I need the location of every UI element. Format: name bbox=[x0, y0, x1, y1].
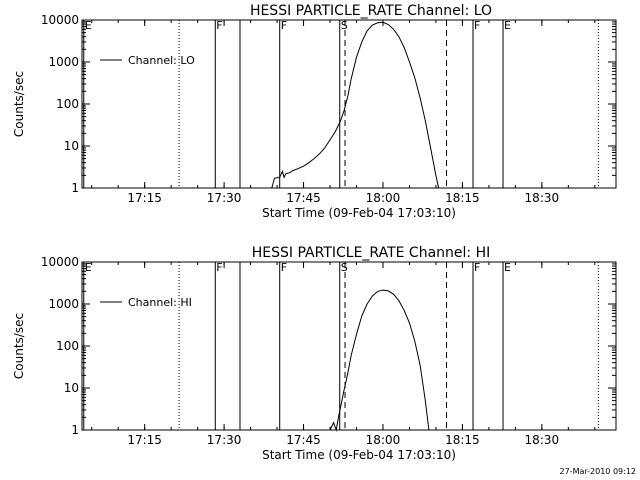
x-tick-label: 18:00 bbox=[366, 433, 401, 447]
event-marker-label: S bbox=[341, 261, 348, 274]
event-marker-label: F bbox=[216, 19, 222, 32]
x-tick-label: 18:00 bbox=[366, 191, 401, 205]
x-axis-label: Start Time (09-Feb-04 17:03:10) bbox=[262, 206, 456, 220]
plot-frame bbox=[81, 19, 617, 189]
x-tick-label: 17:45 bbox=[286, 191, 321, 205]
x-tick-label: 17:30 bbox=[207, 191, 242, 205]
chart-title: HESSI PARTICLE_RATE Channel: HI bbox=[252, 245, 490, 261]
y-tick-label: 1000 bbox=[48, 297, 79, 311]
y-tick-label: 10000 bbox=[41, 13, 79, 27]
x-tick-label: 17:15 bbox=[127, 433, 162, 447]
legend-label: Channel: LO bbox=[128, 54, 195, 67]
x-tick-label: 18:15 bbox=[445, 191, 480, 205]
chart-panel-2: HESSI PARTICLE_RATE Channel: HI E F F S F E 17:… bbox=[12, 245, 617, 462]
event-marker-label: E bbox=[85, 261, 92, 274]
figure-timestamp: 27-Mar-2010 09:12 bbox=[560, 467, 637, 476]
y-axis-label: Counts/sec bbox=[12, 71, 26, 137]
y-tick-label: 10000 bbox=[41, 255, 79, 269]
y-tick-label: 1000 bbox=[48, 55, 79, 69]
x-tick-label: 18:15 bbox=[445, 433, 480, 447]
event-marker-label: F bbox=[474, 19, 480, 32]
y-tick-label: 10 bbox=[64, 381, 79, 395]
event-marker-label: E bbox=[85, 19, 92, 32]
x-tick-label: 17:15 bbox=[127, 191, 162, 205]
y-tick-label: 1 bbox=[71, 423, 79, 437]
event-marker-label: F bbox=[281, 261, 287, 274]
plot-frame bbox=[81, 261, 617, 431]
event-marker-label: F bbox=[474, 261, 480, 274]
event-marker-label: F bbox=[281, 19, 287, 32]
event-marker-label: E bbox=[504, 19, 511, 32]
series-line bbox=[329, 289, 430, 432]
x-tick-label: 18:30 bbox=[525, 191, 560, 205]
y-axis-label: Counts/sec bbox=[12, 313, 26, 379]
chart-panel-1: HESSI PARTICLE_RATE Channel: LO E F F S F E 17:… bbox=[12, 3, 617, 220]
event-marker-label: E bbox=[504, 261, 511, 274]
chart-title: HESSI PARTICLE_RATE Channel: LO bbox=[250, 3, 492, 19]
event-marker-label: S bbox=[341, 19, 348, 32]
x-tick-label: 18:30 bbox=[525, 433, 560, 447]
y-tick-label: 1 bbox=[71, 181, 79, 195]
x-axis-label: Start Time (09-Feb-04 17:03:10) bbox=[262, 448, 456, 462]
legend-label: Channel: HI bbox=[128, 296, 192, 309]
y-tick-label: 100 bbox=[56, 339, 79, 353]
y-tick-label: 10 bbox=[64, 139, 79, 153]
y-tick-label: 100 bbox=[56, 97, 79, 111]
x-tick-label: 17:30 bbox=[207, 433, 242, 447]
series-line bbox=[271, 21, 440, 189]
x-tick-label: 17:45 bbox=[286, 433, 321, 447]
event-marker-label: F bbox=[216, 261, 222, 274]
